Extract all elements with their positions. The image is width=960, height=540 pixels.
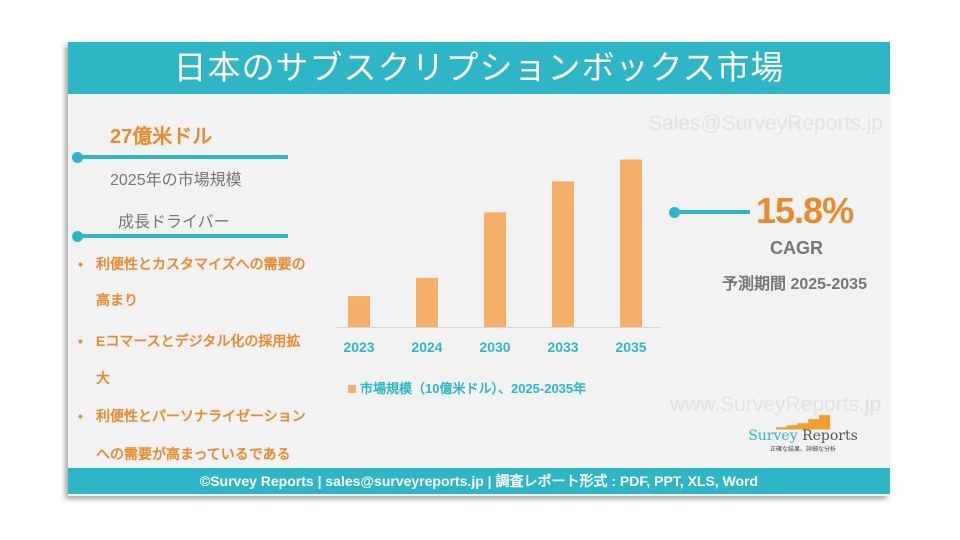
- market-size-value: 27億米ドル: [110, 126, 213, 148]
- bar-2023: [348, 296, 370, 327]
- legend-label: 市場規模（10億米ドル）、2025-2035年: [360, 381, 587, 396]
- logo-bars-icon: ▁▂▃▅▇: [776, 413, 830, 429]
- bar-2033: [552, 181, 574, 327]
- x-tick-label: 2035: [615, 339, 646, 355]
- drivers-heading: 成長ドライバー: [118, 214, 230, 231]
- driver-item-line2: への需要が高まっているである: [96, 446, 291, 462]
- x-tick-label: 2030: [479, 339, 510, 355]
- divider-line: [76, 155, 288, 159]
- page-title: 日本のサブスクリプションボックス市場: [68, 42, 890, 94]
- forecast-period: 予測期間 2025-2035: [722, 276, 867, 293]
- market-size-label: 2025年の市場規模: [110, 172, 242, 189]
- bar-2030: [484, 212, 506, 327]
- driver-item-line2: 高まり: [96, 292, 138, 308]
- x-tick-label: 2024: [411, 339, 442, 355]
- survey-reports-logo: ▁▂▃▅▇ Survey Reports 正確な結果、詳細な分析: [748, 414, 858, 453]
- driver-item: •: [78, 333, 83, 349]
- cagr-value: 15.8%: [756, 190, 854, 231]
- logo-text-1: Survey: [748, 428, 798, 444]
- driver-item: •: [78, 408, 83, 424]
- bar-2024: [416, 277, 438, 327]
- x-tick-label: 2033: [547, 339, 578, 355]
- driver-item-line2: 大: [96, 370, 110, 386]
- watermark-web: www.SurveyReports.jp: [670, 393, 882, 416]
- bar-2035: [620, 159, 642, 327]
- bar-chart: 2023 2024 2030 2033 2035: [336, 159, 660, 355]
- watermark-email: Sales@SurveyReports.jp: [648, 112, 883, 135]
- divider-line: [76, 234, 288, 238]
- x-tick-label: 2023: [343, 339, 374, 355]
- driver-item-line1: Eコマースとデジタル化の採用拡: [96, 333, 301, 349]
- driver-item-line1: 利便性とパーソナライゼーション: [96, 408, 306, 424]
- logo-tagline: 正確な結果、詳細な分析: [769, 447, 836, 453]
- driver-item: •: [78, 256, 83, 272]
- cagr-label: CAGR: [770, 238, 823, 258]
- logo-text-2: Reports: [802, 428, 858, 444]
- driver-item-line1: 利便性とカスタマイズへの需要の: [96, 256, 306, 272]
- infographic-card: 日本のサブスクリプションボックス市場 Sales@SurveyReports.j…: [68, 42, 890, 496]
- footer-bar: ©Survey Reports | sales@surveyreports.jp…: [68, 468, 890, 494]
- divider-line: [674, 210, 750, 214]
- chart-legend: 市場規模（10億米ドル）、2025-2035年: [348, 378, 586, 397]
- legend-swatch: [348, 385, 356, 393]
